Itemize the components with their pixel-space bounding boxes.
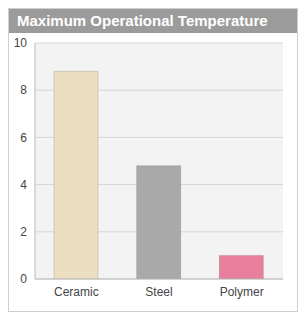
svg-text:Ceramic: Ceramic (54, 285, 99, 299)
html-text:Maximum Operational Temperatur: Maximum Operational Temperature (17, 12, 268, 29)
svg-text:2: 2 (20, 225, 27, 239)
svg-text:Polymer: Polymer (220, 285, 264, 299)
svg-text:6: 6 (20, 131, 27, 145)
svg-text:4: 4 (20, 178, 27, 192)
svg-text:10: 10 (14, 36, 28, 50)
svg-text:8: 8 (20, 83, 27, 97)
svg-text:0: 0 (20, 272, 27, 286)
svg-text:Steel: Steel (145, 285, 172, 299)
